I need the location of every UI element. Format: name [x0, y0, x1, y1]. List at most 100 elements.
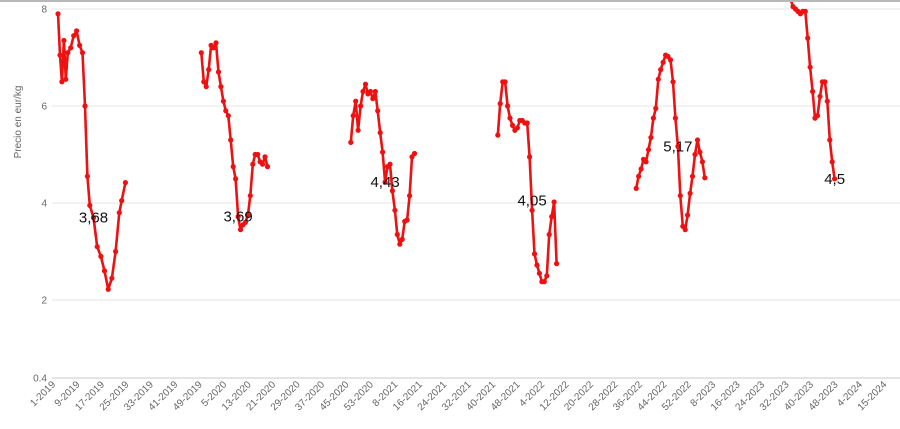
series-line: [496, 80, 558, 283]
data-point: [203, 84, 209, 90]
data-point: [697, 149, 703, 155]
data-point: [57, 52, 63, 58]
data-point: [544, 273, 550, 279]
data-point: [655, 76, 661, 82]
data-point: [358, 103, 364, 109]
data-point: [260, 161, 266, 167]
data-point: [524, 120, 530, 126]
data-point: [215, 69, 222, 75]
data-point: [638, 166, 644, 172]
data-point: [350, 113, 356, 119]
grid-layer: [52, 8, 900, 379]
data-point: [82, 103, 88, 109]
data-point: [392, 207, 398, 213]
data-point: [262, 154, 268, 160]
data-point: [237, 227, 244, 233]
data-point: [61, 37, 67, 44]
data-point: [255, 151, 261, 158]
data-point: [218, 84, 224, 90]
data-point: [233, 176, 239, 182]
data-point: [648, 134, 654, 141]
data-point: [206, 67, 212, 73]
data-point: [68, 45, 74, 51]
data-point: [101, 268, 108, 274]
data-point: [495, 132, 501, 138]
data-point: [116, 210, 122, 216]
data-point: [245, 212, 251, 218]
data-label: 5,17: [663, 138, 692, 155]
data-point: [692, 151, 698, 158]
data-point: [63, 76, 69, 82]
data-point: [355, 127, 361, 133]
price-series: [55, 0, 838, 292]
data-labels: 3,68 3,69 4,43 4,05 5,17 4,5: [79, 138, 845, 226]
data-point: [653, 105, 659, 111]
data-label: 3,69: [223, 209, 252, 226]
data-point: [541, 279, 547, 285]
data-point: [122, 180, 128, 186]
data-point: [810, 88, 816, 95]
data-point: [87, 202, 93, 208]
data-point: [827, 137, 833, 143]
y-tick-label: 8: [41, 5, 47, 16]
data-point: [59, 79, 65, 85]
data-point: [682, 227, 688, 233]
data-point: [119, 198, 125, 204]
data-point: [399, 236, 405, 242]
data-point: [65, 50, 71, 56]
data-point: [672, 115, 679, 121]
data-point: [554, 261, 560, 267]
data-point: [636, 173, 642, 179]
data-point: [404, 217, 410, 223]
data-point: [228, 137, 234, 143]
data-point: [360, 88, 366, 95]
data-point: [370, 96, 376, 102]
y-tick-label: 4: [41, 199, 47, 210]
data-point: [536, 270, 543, 276]
data-point: [534, 262, 540, 268]
data-point: [74, 28, 80, 34]
data-point: [250, 161, 256, 167]
data-point: [505, 103, 511, 109]
data-point: [220, 98, 226, 104]
data-point: [643, 159, 649, 165]
data-point: [223, 108, 229, 114]
data-point: [824, 98, 830, 104]
data-point: [832, 176, 838, 182]
data-point: [380, 149, 386, 155]
data-point: [407, 193, 413, 199]
data-point: [817, 93, 823, 99]
data-point: [549, 214, 555, 220]
data-point: [109, 275, 115, 281]
data-point: [677, 193, 683, 199]
data-point: [71, 33, 77, 39]
data-point: [650, 115, 657, 121]
data-point: [802, 8, 808, 14]
data-point: [242, 219, 248, 225]
data-point: [377, 130, 383, 136]
data-point: [397, 241, 403, 247]
data-point: [94, 244, 100, 250]
data-point: [658, 67, 664, 73]
data-point: [527, 154, 533, 160]
data-point: [84, 173, 90, 179]
data-point: [113, 248, 119, 255]
data-label: 4,5: [824, 171, 845, 188]
data-point: [699, 159, 706, 165]
data-label: 4,05: [517, 193, 546, 210]
data-label: 4,43: [370, 174, 399, 191]
data-point: [660, 59, 666, 65]
data-point: [411, 150, 418, 157]
data-point: [702, 175, 708, 181]
data-point: [389, 188, 395, 194]
data-point: [98, 253, 104, 259]
data-point: [529, 207, 535, 213]
y-tick-label: 2: [41, 296, 47, 307]
data-point: [509, 122, 516, 128]
data-point: [225, 113, 231, 119]
data-point: [105, 286, 111, 292]
data-point: [546, 231, 552, 238]
data-point: [353, 98, 359, 104]
top-border: [0, 0, 900, 2]
